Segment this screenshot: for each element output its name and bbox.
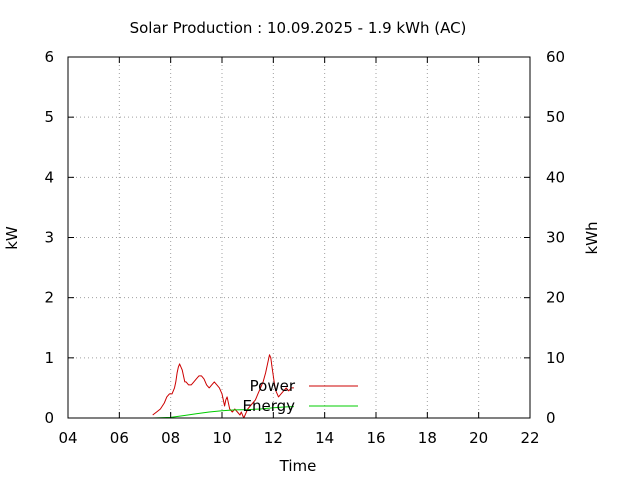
legend: Power Energy [242, 377, 358, 415]
y-tick-label: 4 [44, 168, 54, 186]
y2-tick-label: 30 [546, 229, 565, 247]
y-axis-label: kW [3, 226, 21, 250]
tick-labels: 04 06 08 10 12 14 16 18 20 220 01 102 203 304 405 506 60 [44, 48, 565, 447]
y2-axis-label: kWh [583, 221, 601, 254]
series-line-power [152, 354, 294, 419]
chart-title: Solar Production : 10.09.2025 - 1.9 kWh … [130, 19, 467, 37]
grid-lines [68, 57, 530, 418]
y-tick-label: 5 [44, 108, 54, 126]
x-tick-label: 06 [110, 429, 129, 447]
x-tick-label: 20 [469, 429, 488, 447]
x-tick-label: 04 [58, 429, 77, 447]
legend-label-energy: Energy [242, 397, 295, 415]
y-tick-label: 1 [44, 349, 54, 367]
y2-tick-label: 50 [546, 108, 565, 126]
series-layer [152, 354, 294, 419]
y-tick-label: 3 [44, 229, 54, 247]
legend-label-power: Power [250, 377, 296, 395]
x-axis-label: Time [279, 457, 317, 475]
y2-tick-label: 10 [546, 349, 565, 367]
y-tick-label: 0 [44, 409, 54, 427]
axis-ticks [67, 56, 531, 419]
y-tick-label: 2 [44, 289, 54, 307]
x-tick-label: 18 [418, 429, 437, 447]
x-tick-label: 10 [212, 429, 231, 447]
x-tick-label: 08 [161, 429, 180, 447]
x-tick-label: 14 [315, 429, 334, 447]
x-tick-label: 22 [520, 429, 539, 447]
y2-tick-label: 40 [546, 168, 565, 186]
y-tick-label: 6 [44, 48, 54, 66]
y2-tick-label: 20 [546, 289, 565, 307]
x-tick-label: 12 [264, 429, 283, 447]
series-line-energy [152, 406, 294, 419]
y2-tick-label: 60 [546, 48, 565, 66]
y2-tick-label: 0 [546, 409, 556, 427]
x-tick-label: 16 [366, 429, 385, 447]
